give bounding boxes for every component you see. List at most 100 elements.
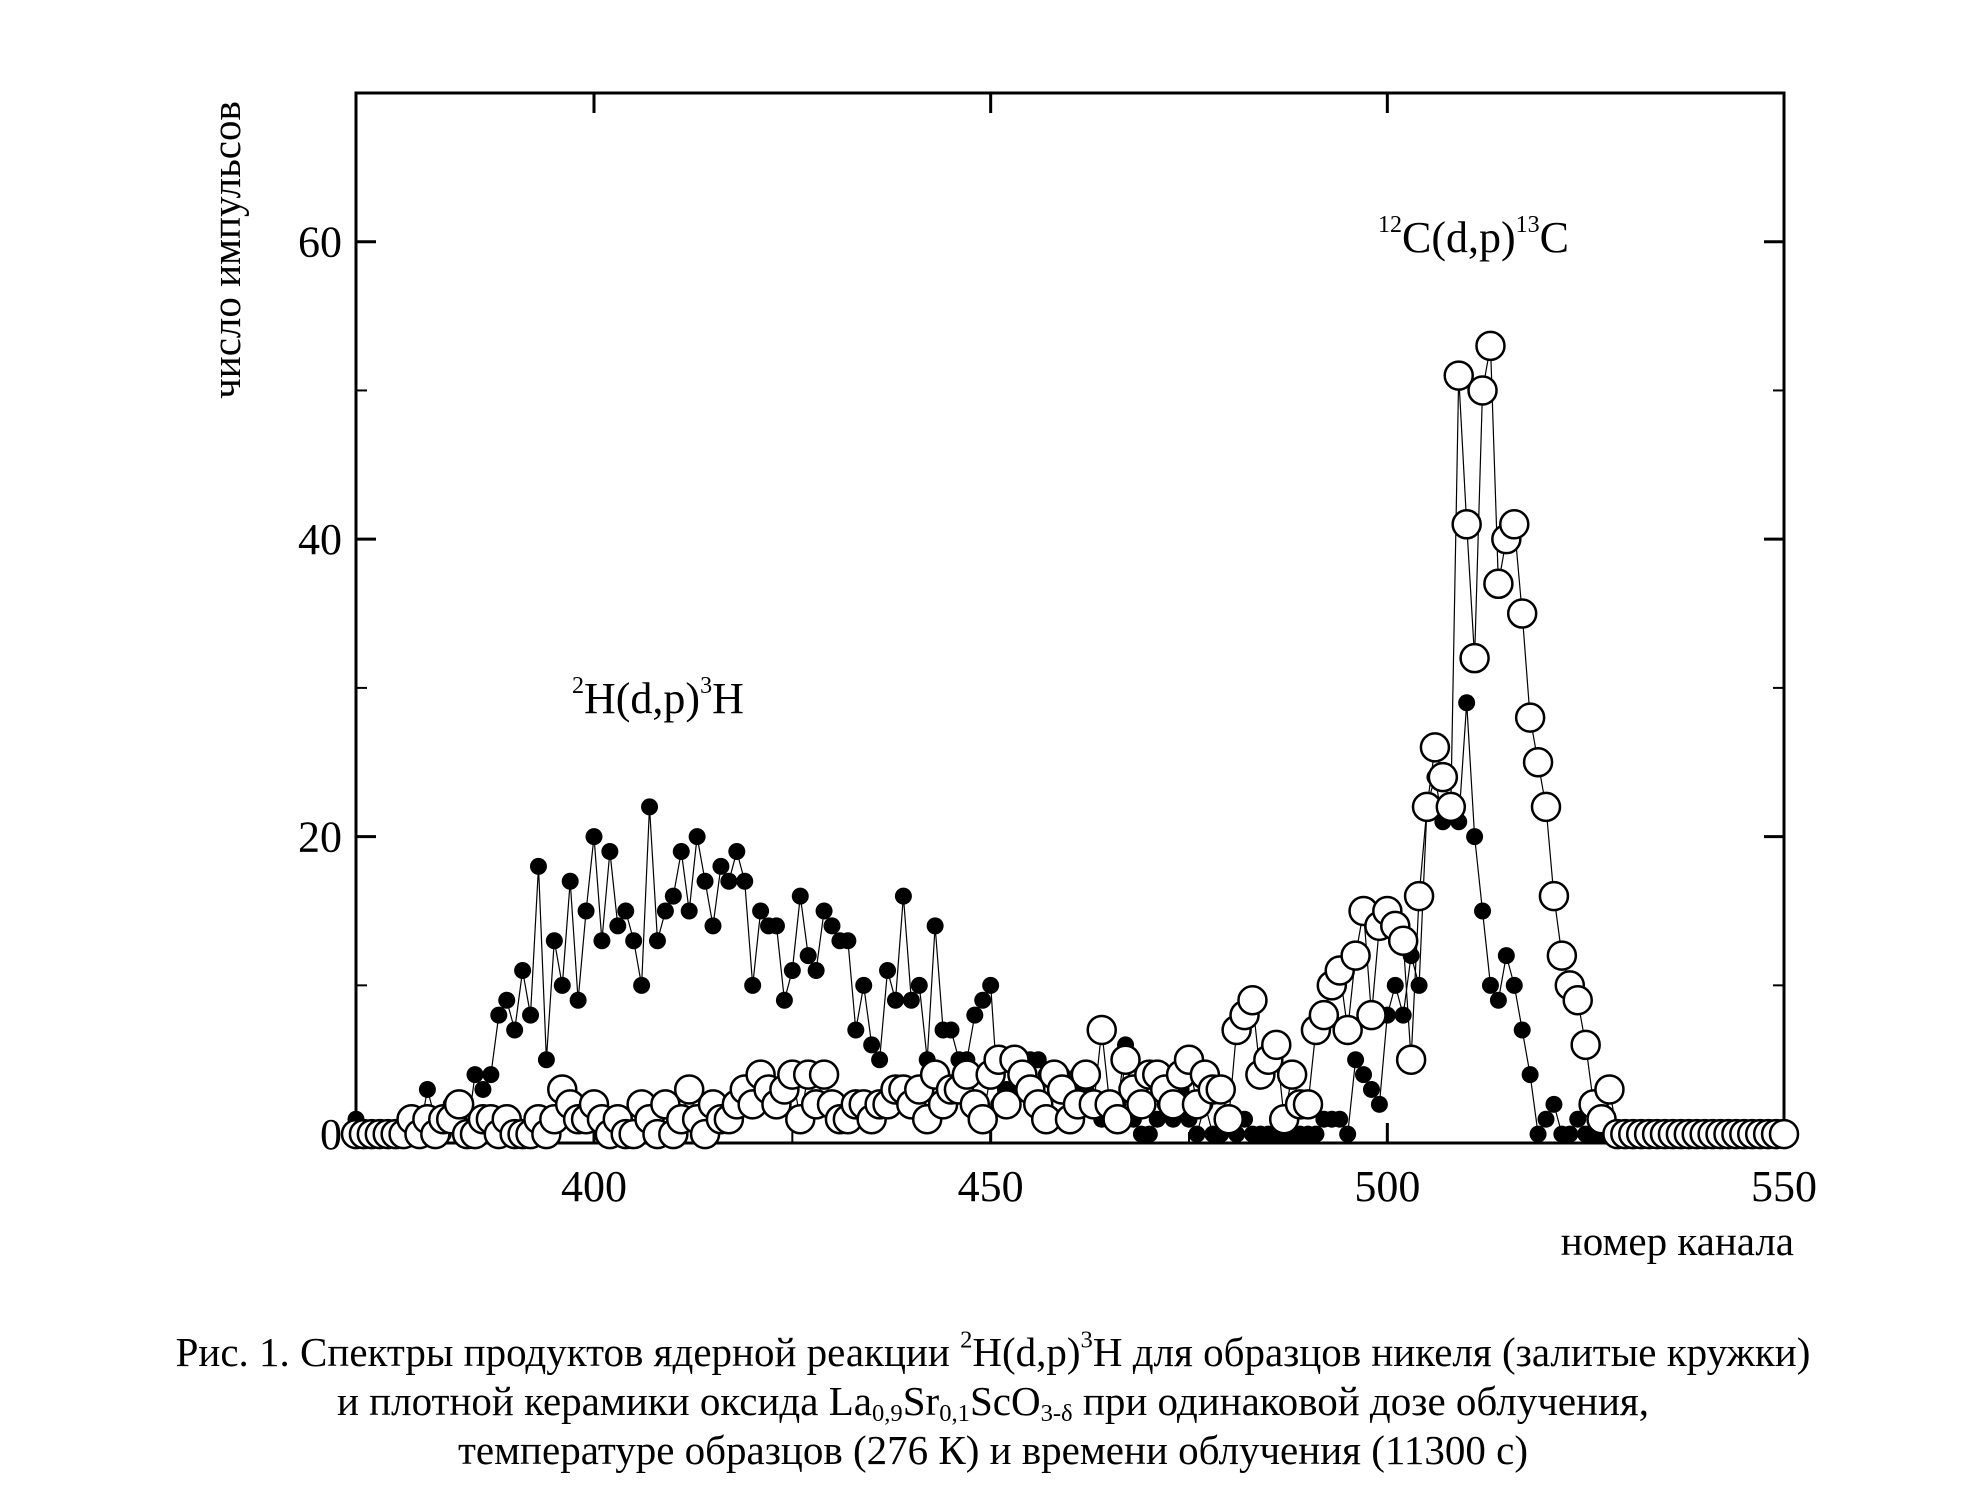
filled-point [506,1021,524,1039]
open-point [1499,509,1530,540]
open-point [1308,999,1340,1031]
x-tick-label: 400 [561,1162,627,1211]
filled-point [752,902,770,920]
open-point [1451,509,1482,540]
filled-point [1474,902,1492,920]
open-point [1768,1118,1800,1150]
x-tick-label: 450 [958,1162,1024,1211]
filled-point [871,1051,889,1069]
x-axis-label: номер канала [1561,1218,1794,1264]
filled-point [585,828,603,846]
filled-point [1029,1051,1047,1069]
filled-point [696,872,714,890]
filled-point [767,917,785,935]
filled-point [1481,976,1499,994]
filled-point [974,991,992,1009]
filled-point [1347,1051,1365,1069]
filled-point [704,917,722,935]
open-point [1086,1014,1117,1046]
filled-point [1362,1080,1380,1098]
filled-point [601,842,619,860]
open-point [1459,642,1490,674]
filled-point [712,857,730,875]
open-point [1483,568,1514,600]
filled-point [982,976,1000,994]
filled-point [910,976,928,994]
filled-point [1188,1125,1206,1143]
filled-point [561,872,579,890]
filled-point [1505,976,1523,994]
filled-point [1410,976,1428,994]
filled-point [720,872,738,890]
filled-point [1339,1125,1357,1143]
filled-point [522,1006,540,1024]
filled-point [728,842,746,860]
annotation-c-reaction: 12C(d,p)13C [1378,212,1569,262]
open-point [1070,1059,1102,1090]
open-point [1292,1089,1324,1120]
filled-point [1545,1095,1563,1113]
filled-point [1489,991,1507,1009]
caption-line-3: температуре образцов (276 К) и времени о… [458,1427,1528,1473]
filled-point [1458,694,1476,712]
open-point [1522,747,1554,778]
open-point [1276,1059,1308,1090]
caption-line-2: и плотной керамики оксида La0,9Sr0,1ScO3… [336,1378,1650,1428]
filled-point [672,842,690,860]
filled-point [418,1080,436,1098]
filled-point [902,991,920,1009]
filled-point [537,1051,555,1069]
filled-point [529,857,547,875]
filled-point [553,976,571,994]
filled-point [942,1021,960,1039]
filled-point [744,976,762,994]
open-point [1514,702,1546,733]
open-point [1332,1014,1363,1046]
filled-point [1561,1125,1579,1143]
filled-point [1370,1095,1388,1113]
filled-point [815,902,833,920]
filled-point [1466,828,1484,846]
filled-point [593,932,611,950]
y-axis-label: число импульсов [203,101,249,399]
open-point [1403,880,1435,912]
filled-point [926,917,944,935]
open-point [1237,984,1268,1016]
filled-point [1140,1125,1158,1143]
open-point [1419,732,1451,763]
open-point [1205,1074,1236,1105]
filled-point [894,887,912,905]
open-point [1506,598,1538,629]
annotation-h-reaction: 2H(d,p)3H [572,673,744,723]
open-point [1594,1074,1625,1105]
series-line-1 [356,345,1784,1136]
figure-caption: Рис. 1. Спектры продуктов ядерной реакци… [0,1328,1986,1475]
open-point [673,1074,705,1105]
y-tick-label: 0 [320,1110,342,1159]
filled-point [641,798,659,816]
open-point [1395,1044,1427,1075]
filled-point [1386,976,1404,994]
caption-line-1: Рис. 1. Спектры продуктов ядерной реакци… [175,1326,1811,1375]
filled-point [1331,1110,1349,1128]
open-point [443,1089,475,1120]
plot-frame [354,91,1786,1145]
open-point [991,1089,1022,1120]
filled-point [514,961,532,979]
filled-point [545,932,563,950]
open-point [1546,940,1578,971]
filled-point [1529,1125,1547,1143]
filled-point [617,902,635,920]
filled-point [498,991,516,1009]
open-point [1261,1029,1292,1061]
filled-point [466,1066,484,1084]
y-tick-label: 60 [298,218,342,267]
filled-point [688,828,706,846]
filled-point [609,917,627,935]
filled-point [1148,1110,1166,1128]
filled-point [807,961,825,979]
filled-point [736,872,754,890]
open-point [1443,360,1474,391]
open-point [808,1059,840,1090]
filled-point [1521,1066,1539,1084]
